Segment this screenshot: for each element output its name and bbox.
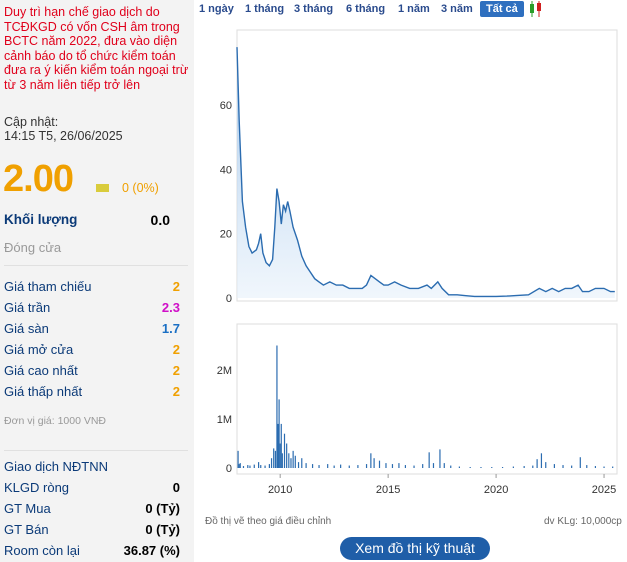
tab-Tất-cả[interactable]: Tất cả <box>480 1 524 17</box>
foreign-row: KLGD ròng 0 <box>4 480 180 495</box>
x-tick-label: 2025 <box>592 484 616 496</box>
updated-time: 14:15 T5, 26/06/2025 <box>4 129 123 143</box>
price-line <box>236 47 615 298</box>
foreign-title-row: Giao dịch NĐTNN <box>4 459 180 474</box>
stat-row: Giá thấp nhất 2 <box>4 384 180 399</box>
tab-6-tháng[interactable]: 6 tháng <box>346 3 386 15</box>
stat-value: 2 <box>172 384 180 399</box>
price-tick-label: 60 <box>220 100 232 112</box>
foreign-row: GT Bán 0 (Tỷ) <box>4 522 180 537</box>
candlestick-icon[interactable] <box>528 0 544 18</box>
updated-label: Cập nhật: <box>4 115 59 129</box>
stat-value: 2.3 <box>161 300 180 315</box>
tab-1-ngày[interactable]: 1 ngày <box>199 3 234 15</box>
price-tick-label: 0 <box>226 293 232 305</box>
stat-row: Giá sàn 1.7 <box>4 321 180 336</box>
stat-label: Giá sàn <box>4 321 49 336</box>
tab-1-tháng[interactable]: 1 tháng <box>245 3 285 15</box>
foreign-value: 36.87 (%) <box>123 543 180 558</box>
stat-label: Giá mở cửa <box>4 342 74 357</box>
price-tick-label: 20 <box>220 229 232 241</box>
tab-1-năm[interactable]: 1 năm <box>398 3 430 15</box>
warning-text: Duy trì hạn chế giao dịch do TCĐKGD có v… <box>4 5 189 92</box>
stat-value: 1.7 <box>161 321 180 336</box>
tab-3-tháng[interactable]: 3 tháng <box>294 3 334 15</box>
stat-label: Giá thấp nhất <box>4 384 83 399</box>
stat-value: 2 <box>172 279 180 294</box>
volume-value: 0.0 <box>150 212 170 228</box>
price-change: 0 (0%) <box>122 181 159 195</box>
current-price: 2.00 <box>3 158 74 200</box>
chart-footnote-right: dv KLg: 10,000cp <box>544 516 622 527</box>
tab-3-năm[interactable]: 3 năm <box>441 3 473 15</box>
foreign-row: Room còn lại 36.87 (%) <box>4 543 180 558</box>
foreign-label: GT Mua <box>4 501 51 516</box>
stat-label: Giá tham chiếu <box>4 279 92 294</box>
foreign-label: KLGD ròng <box>4 480 70 495</box>
price-unit: Đơn vị giá: 1000 VNĐ <box>4 415 107 427</box>
stat-row: Giá tham chiếu 2 <box>4 279 180 294</box>
stat-row: Giá trần 2.3 <box>4 300 180 315</box>
technical-chart-button[interactable]: Xem đồ thị kỹ thuật <box>340 537 490 560</box>
volume-tick-label: 1M <box>217 414 232 426</box>
stat-label: Giá trần <box>4 300 51 315</box>
foreign-value: 0 (Tỷ) <box>145 522 180 537</box>
foreign-value: 0 (Tỷ) <box>145 501 180 516</box>
foreign-label: GT Bán <box>4 522 49 537</box>
price-tick-label: 40 <box>220 164 232 176</box>
market-status: Đóng cửa <box>4 240 62 255</box>
stat-row: Giá mở cửa 2 <box>4 342 180 357</box>
volume-label: Khối lượng <box>4 212 78 227</box>
volume-panel-frame <box>236 323 618 475</box>
stat-value: 2 <box>172 342 180 357</box>
foreign-title: Giao dịch NĐTNN <box>4 459 109 474</box>
volume-tick-label: 0 <box>226 463 232 475</box>
foreign-label: Room còn lại <box>4 543 80 558</box>
x-tick-label: 2010 <box>268 484 292 496</box>
left-panel: Duy trì hạn chế giao dịch do TCĐKGD có v… <box>0 0 194 562</box>
x-tick-label: 2015 <box>376 484 400 496</box>
stat-row: Giá cao nhất 2 <box>4 363 180 378</box>
divider <box>4 450 188 451</box>
volume-row: Khối lượng 0.0 <box>4 212 180 228</box>
divider <box>4 265 188 266</box>
stat-label: Giá cao nhất <box>4 363 78 378</box>
volume-tick-label: 2M <box>217 365 232 377</box>
foreign-row: GT Mua 0 (Tỷ) <box>4 501 180 516</box>
price-volume-chart: 60 40 20 0 2M 1M 0 2010 2015 2020 2025 <box>217 29 618 496</box>
foreign-value: 0 <box>172 480 180 495</box>
x-tick-label: 2020 <box>484 484 508 496</box>
stat-value: 2 <box>172 363 180 378</box>
chart-footnote-left: Đồ thị vẽ theo giá điều chỉnh <box>205 516 332 527</box>
price-area <box>237 47 615 298</box>
no-change-icon <box>96 184 109 192</box>
